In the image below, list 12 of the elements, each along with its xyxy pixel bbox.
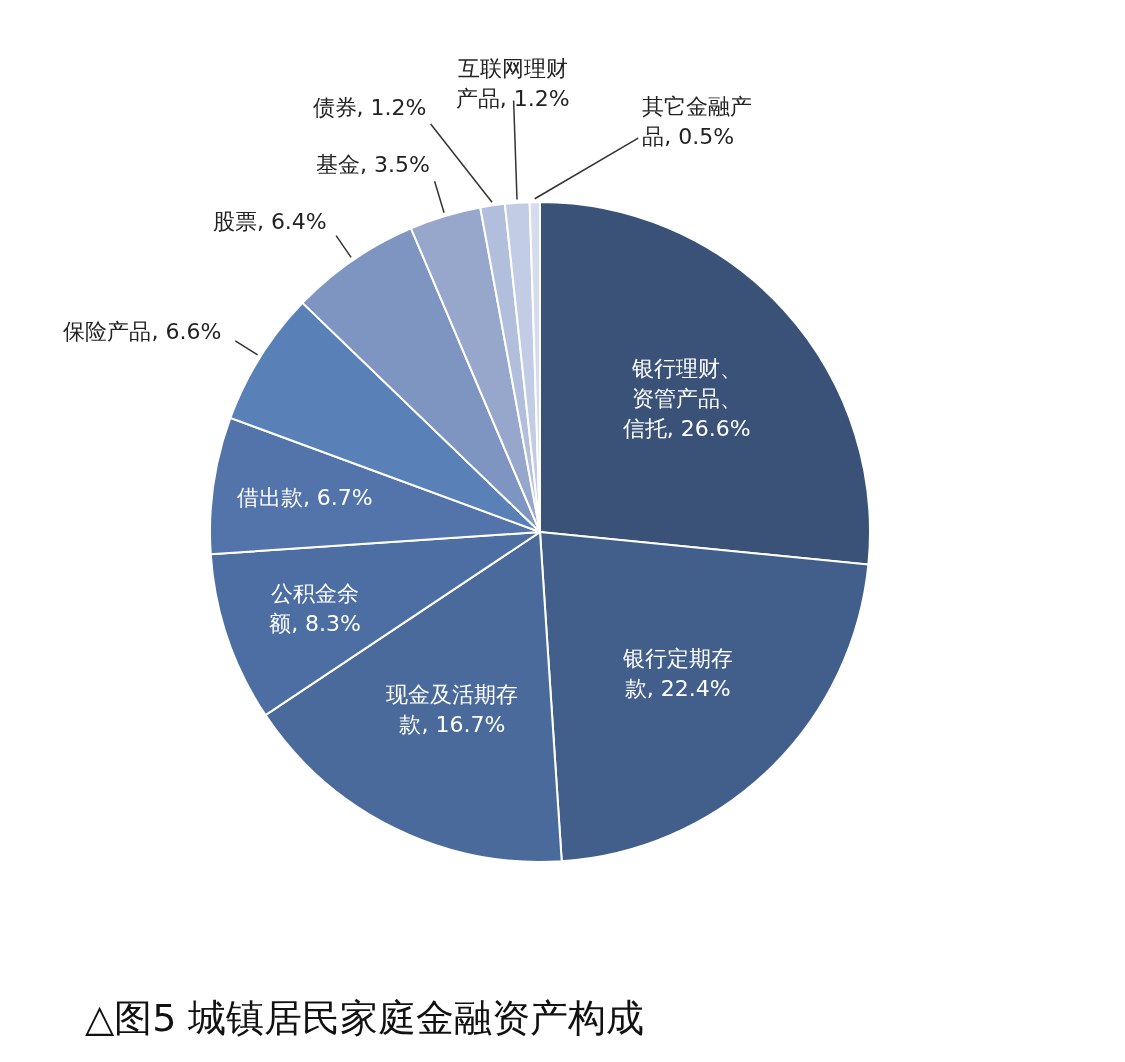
text: △图5 城镇居民家庭金融资产构成 [85,996,645,1040]
slice-label: 银行定期存款, 22.4% [621,646,733,702]
slice-label: 借出款, 6.7% [236,485,373,511]
slice-label: 互联网理财产品, 1.2% [455,56,570,112]
slice-label: 股票, 6.4% [212,209,327,235]
slice-label: 现金及活期存款, 16.7% [386,681,519,737]
slice-label: 公积金余额, 8.3% [269,580,362,636]
slice-label: 其它金融产品, 0.5% [642,94,753,150]
slice-label: 银行理财、资管产品、信托, 26.6% [622,356,751,442]
slice-label: 保险产品, 6.6% [63,319,222,345]
slice-label: 债券, 1.2% [312,95,427,121]
slice-label: 基金, 3.5% [315,152,430,178]
